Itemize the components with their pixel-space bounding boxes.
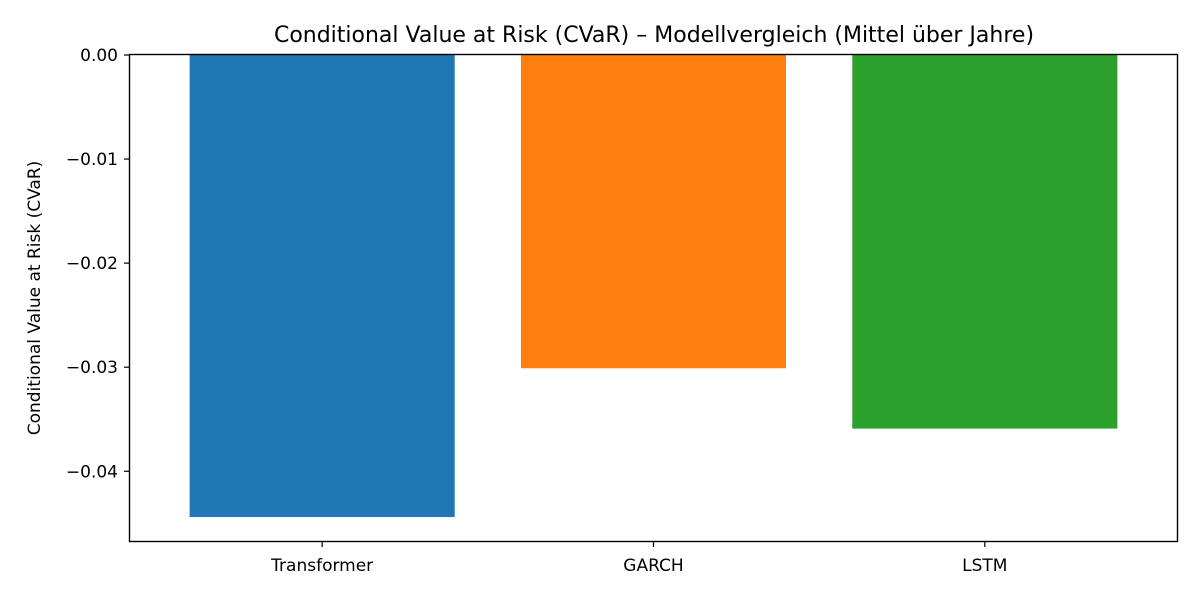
x-ticks-group: Transformer GARCH LSTM [270,541,1007,576]
x-tick-label: GARCH [623,556,683,576]
x-tick-label: Transformer [270,556,373,576]
bar-transformer [189,55,455,518]
y-axis-label: Conditional Value at Risk (CVaR) [25,161,45,436]
chart-title: Conditional Value at Risk (CVaR) – Model… [274,23,1034,48]
y-tick-label: −0.03 [66,358,118,378]
bars-group [189,55,1118,518]
y-tick-label: 0.00 [80,46,118,66]
x-tick-label: LSTM [962,556,1007,576]
plot-area-frame [128,53,1179,543]
y-tick-label: −0.04 [66,462,118,482]
bar-lstm [852,55,1118,429]
bar-garch [520,55,787,369]
y-tick-label: −0.02 [66,254,118,274]
y-tick-label: −0.01 [66,150,118,170]
y-ticks-group: 0.00 −0.01 −0.02 −0.03 −0.04 [66,46,130,482]
